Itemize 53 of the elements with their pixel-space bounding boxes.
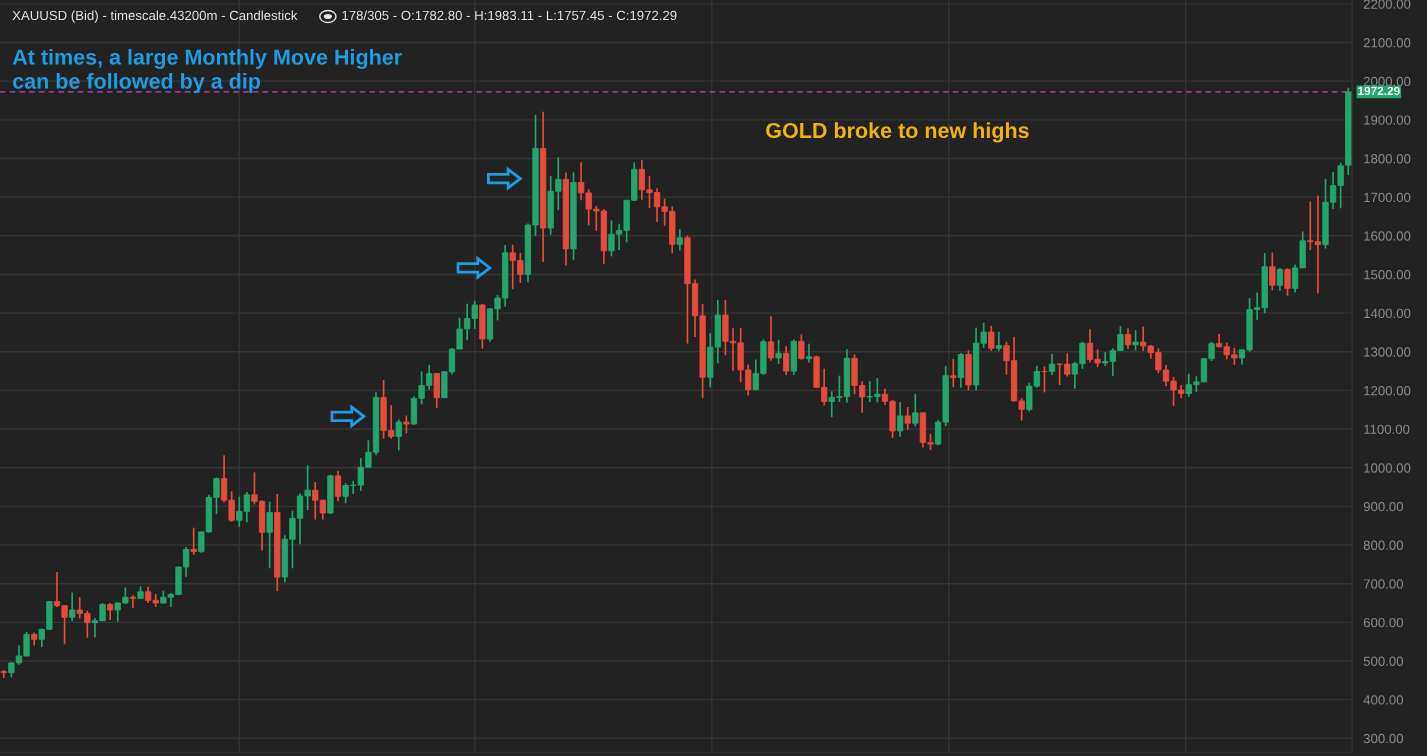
candlestick bbox=[896, 401, 904, 438]
y-tick-label: 500.00 bbox=[1363, 656, 1404, 666]
y-tick-label: 1900.00 bbox=[1364, 115, 1411, 125]
candlestick bbox=[395, 418, 402, 452]
candlestick bbox=[1284, 267, 1291, 297]
candlestick bbox=[266, 500, 273, 570]
candlestick bbox=[950, 357, 957, 389]
candlestick bbox=[334, 469, 342, 503]
candlestick bbox=[1064, 352, 1071, 378]
y-tick-label: 2200.00 bbox=[1363, 0, 1411, 9]
y-tick-label: 1300.00 bbox=[1364, 347, 1411, 357]
y-tick-label: 900.00 bbox=[1363, 501, 1404, 512]
y-tick-label: 700.00 bbox=[1363, 579, 1404, 589]
candlestick bbox=[69, 591, 76, 623]
candlestick bbox=[676, 228, 683, 252]
y-tick-label: 1200.00 bbox=[1364, 385, 1411, 396]
candlestick bbox=[775, 338, 782, 365]
candlestick bbox=[957, 352, 965, 389]
candlestick bbox=[783, 345, 790, 376]
candlestick bbox=[904, 406, 911, 431]
candlestick bbox=[0, 669, 7, 679]
y-tick-label: 400.00 bbox=[1363, 695, 1404, 705]
y-tick-label: 1100.00 bbox=[1364, 424, 1410, 434]
y-tick-label: 1500.00 bbox=[1364, 270, 1411, 280]
candlestick bbox=[767, 315, 775, 362]
y-tick-label: 1600.00 bbox=[1364, 231, 1411, 241]
candlestick bbox=[805, 342, 813, 364]
candlestick bbox=[988, 325, 995, 352]
ref-line-label: 1972.29 bbox=[1358, 86, 1400, 96]
candlestick bbox=[1269, 251, 1276, 292]
candlestick bbox=[995, 330, 1003, 352]
y-tick-label: 2100.00 bbox=[1363, 38, 1411, 48]
annotation: At times, a large Monthly Move Higher can be followed by a dip bbox=[12, 48, 402, 94]
candlestick bbox=[190, 526, 197, 556]
candlestick bbox=[129, 594, 137, 609]
candlestick bbox=[1132, 329, 1139, 352]
candlestick bbox=[1048, 352, 1056, 376]
y-tick-label: 1700.00 bbox=[1364, 192, 1411, 203]
candlestick bbox=[798, 333, 805, 361]
y-tick-label: 1000.00 bbox=[1364, 463, 1411, 473]
candlestick bbox=[1124, 327, 1132, 350]
text: 178/305 - O:1782.80 - H:1983.11 - L:1757.45 - C:1972.29 bbox=[342, 10, 677, 21]
y-tick-label: 2000.00 bbox=[1363, 76, 1411, 87]
text: XAUUSD (Bid) - timescale.43200m - Candlestick bbox=[12, 10, 298, 23]
y-tick-label: 1800.00 bbox=[1364, 154, 1411, 164]
y-tick-label: 300.00 bbox=[1363, 733, 1404, 744]
y-tick-label: 600.00 bbox=[1363, 617, 1404, 628]
candlestick bbox=[1276, 267, 1284, 292]
annotation: GOLD broke to new highs bbox=[766, 122, 1029, 143]
candlestick bbox=[912, 393, 919, 428]
y-tick-label: 800.00 bbox=[1363, 540, 1404, 550]
y-tick-label: 1400.00 bbox=[1364, 308, 1411, 319]
candlestick bbox=[1056, 362, 1063, 386]
